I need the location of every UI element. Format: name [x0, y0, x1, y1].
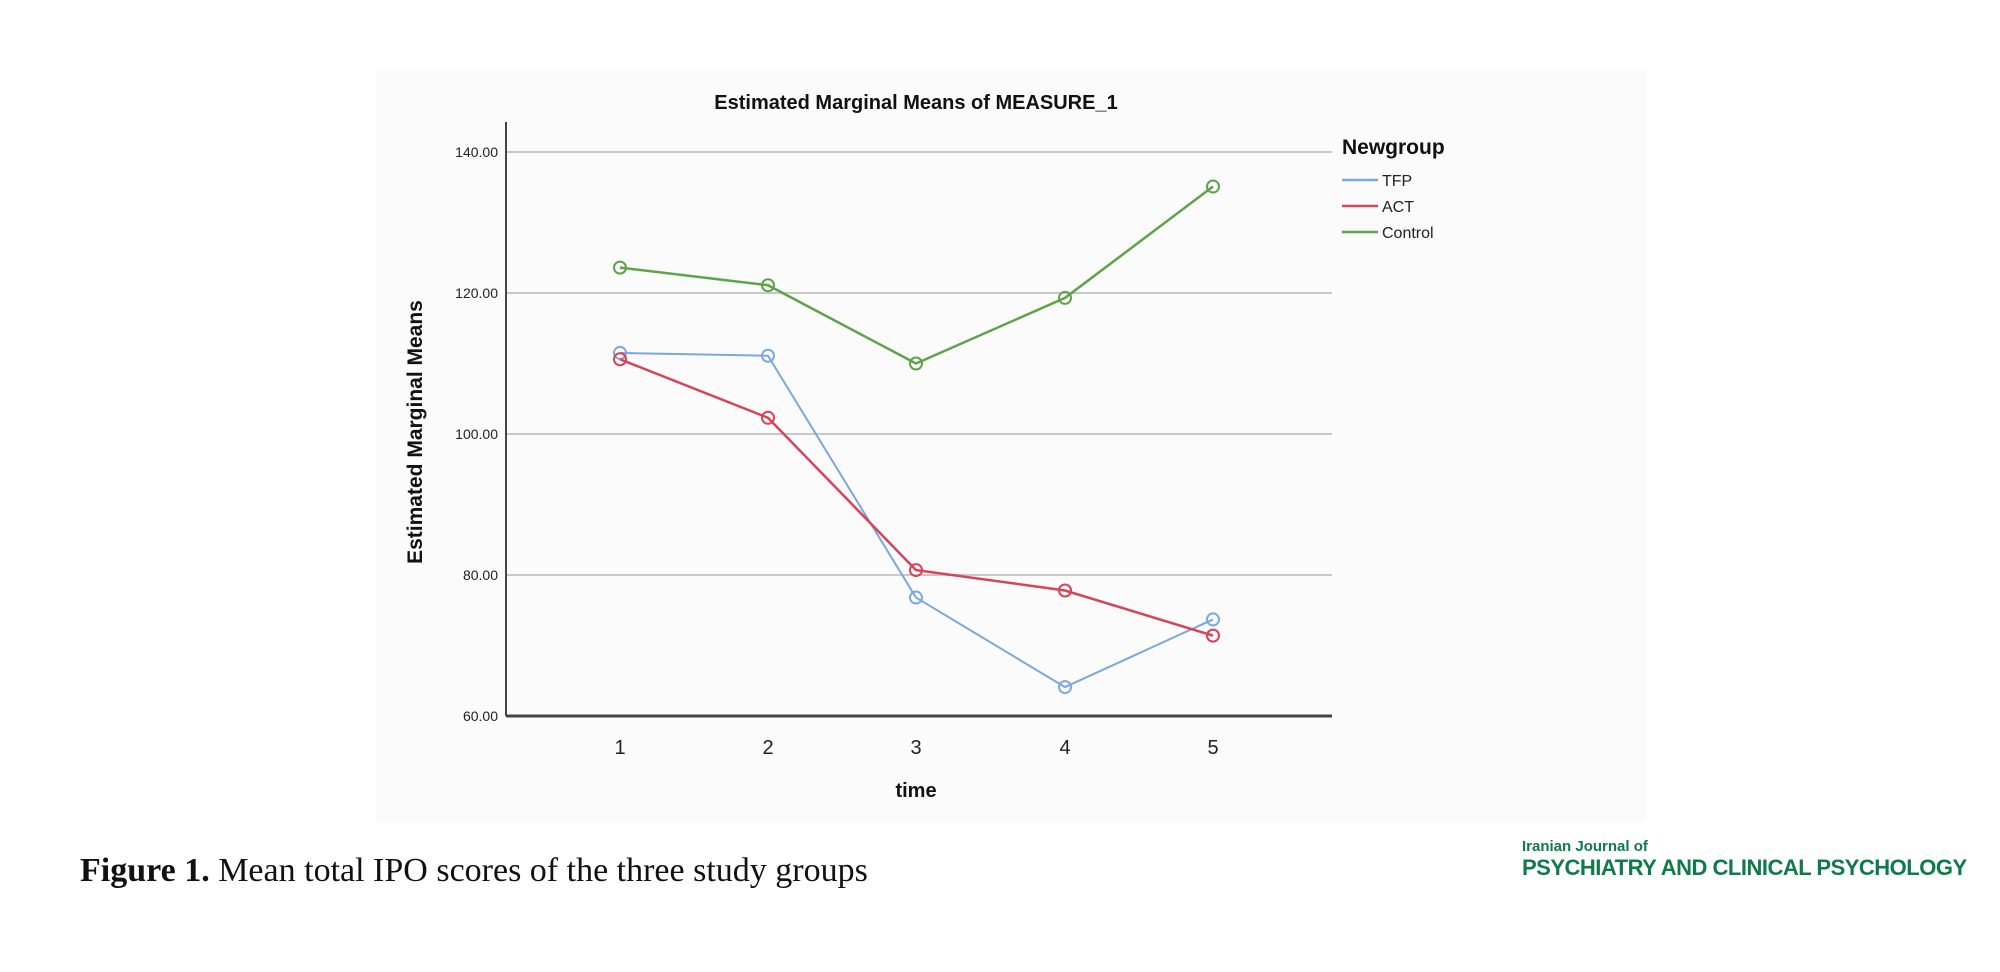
data-point-control	[613, 260, 627, 275]
series-line-control	[619, 185, 1214, 365]
data-point-act	[1206, 628, 1220, 643]
x-tick-label: 2	[762, 737, 773, 759]
series-line-act	[619, 358, 1214, 637]
x-tick-label: 3	[910, 737, 921, 759]
y-tick-label: 80.00	[463, 567, 498, 583]
caption-label: Figure 1.	[80, 852, 210, 889]
chart-title: Estimated Marginal Means of MEASURE_1	[714, 92, 1117, 114]
legend-title: Newgroup	[1342, 136, 1445, 159]
data-point-control	[1058, 290, 1072, 305]
x-tick-label: 4	[1059, 737, 1070, 759]
y-tick-label: 120.00	[455, 285, 498, 301]
y-axis-label: Estimated Marginal Means	[404, 300, 427, 564]
data-point-act	[909, 563, 923, 578]
legend-label: Control	[1382, 225, 1434, 242]
data-point-act	[761, 410, 775, 425]
logo-line1: Iranian Journal of	[1522, 838, 1648, 855]
data-point-control	[761, 278, 775, 293]
data-point-act	[1058, 583, 1072, 598]
logo-line2: PSYCHIATRY AND CLINICAL PSYCHOLOGY	[1522, 855, 1967, 880]
x-axis-label: time	[895, 780, 936, 802]
chart-background	[376, 70, 1646, 822]
journal-logo: Iranian Journal of PSYCHIATRY AND CLINIC…	[1522, 838, 1967, 881]
data-point-tfp	[761, 348, 775, 363]
data-point-tfp	[1058, 680, 1072, 695]
y-tick-label: 100.00	[455, 426, 498, 442]
legend-label: TFP	[1382, 173, 1412, 190]
data-point-act	[613, 352, 627, 367]
y-tick-label: 60.00	[463, 708, 498, 724]
data-point-control	[1206, 179, 1220, 194]
y-tick-label: 140.00	[455, 144, 498, 160]
x-tick-label: 5	[1207, 737, 1218, 759]
data-point-tfp	[1206, 612, 1220, 627]
caption-text: Mean total IPO scores of the three study…	[209, 852, 868, 889]
series-line-tfp	[619, 351, 1214, 689]
figure-caption: Figure 1. Mean total IPO scores of the t…	[80, 852, 868, 890]
legend-label: ACT	[1382, 199, 1414, 216]
data-point-control	[909, 356, 923, 371]
x-tick-label: 1	[614, 737, 625, 759]
data-point-tfp	[613, 345, 627, 360]
data-point-tfp	[909, 590, 923, 605]
